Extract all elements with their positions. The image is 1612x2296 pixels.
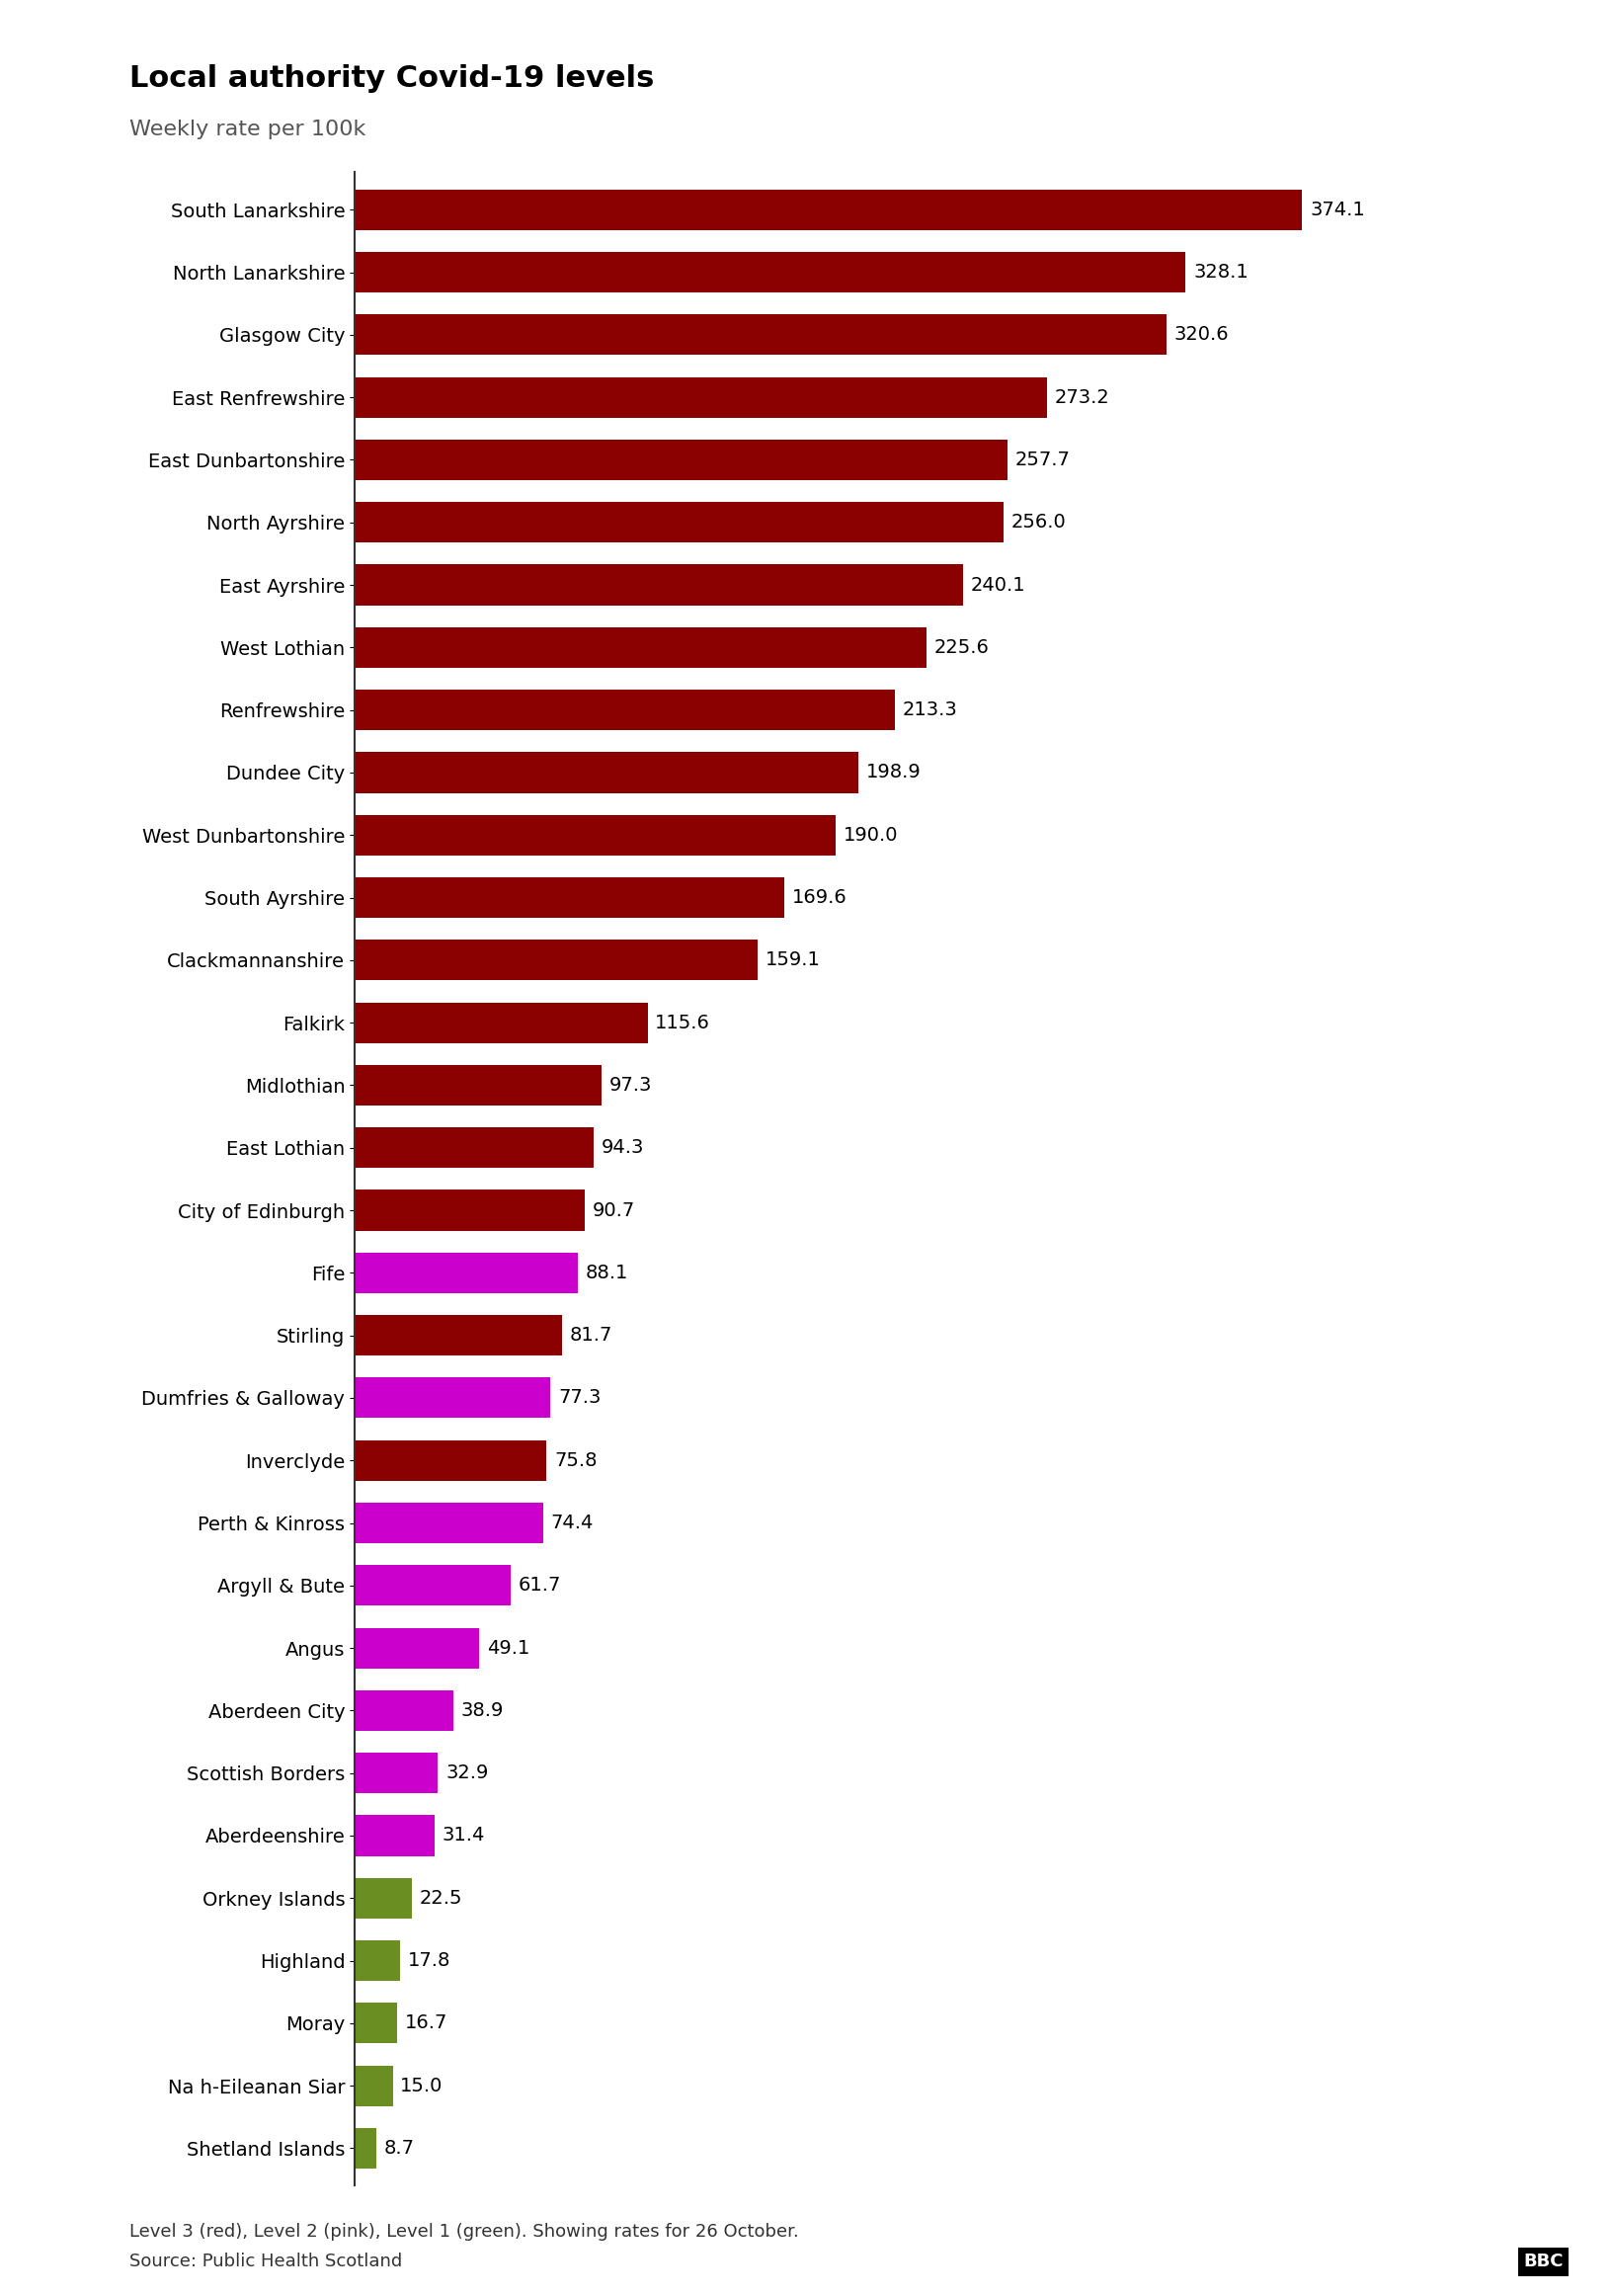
Text: 49.1: 49.1: [487, 1639, 529, 1658]
Text: 8.7: 8.7: [384, 2140, 414, 2158]
Bar: [355, 253, 1186, 292]
Bar: [355, 1940, 400, 1981]
Bar: [355, 439, 1008, 480]
Bar: [355, 1003, 648, 1042]
Text: 273.2: 273.2: [1054, 388, 1109, 406]
Text: Level 3 (red), Level 2 (pink), Level 1 (green). Showing rates for 26 October.: Level 3 (red), Level 2 (pink), Level 1 (…: [129, 2223, 798, 2241]
Bar: [355, 939, 758, 980]
Bar: [355, 1628, 479, 1669]
Text: Local authority Covid-19 levels: Local authority Covid-19 levels: [129, 64, 654, 92]
Text: 90.7: 90.7: [592, 1201, 635, 1219]
Text: 115.6: 115.6: [654, 1013, 711, 1031]
Text: 240.1: 240.1: [970, 576, 1025, 595]
Text: Weekly rate per 100k: Weekly rate per 100k: [129, 119, 366, 140]
Bar: [355, 1690, 453, 1731]
Bar: [355, 627, 927, 668]
Text: 77.3: 77.3: [558, 1389, 601, 1407]
Bar: [355, 1440, 546, 1481]
Text: 17.8: 17.8: [408, 1952, 450, 1970]
Text: BBC: BBC: [1523, 2252, 1564, 2271]
Bar: [355, 1816, 434, 1855]
Text: 198.9: 198.9: [866, 762, 920, 783]
Text: 38.9: 38.9: [461, 1701, 503, 1720]
Bar: [355, 2002, 397, 2043]
Text: 225.6: 225.6: [933, 638, 988, 657]
Bar: [355, 1254, 577, 1293]
Bar: [355, 1566, 511, 1605]
Text: 22.5: 22.5: [419, 1890, 463, 1908]
Text: 328.1: 328.1: [1193, 262, 1248, 282]
Text: 81.7: 81.7: [569, 1327, 613, 1345]
Bar: [355, 689, 895, 730]
Text: 15.0: 15.0: [400, 2076, 443, 2096]
Bar: [355, 188, 1302, 230]
Bar: [355, 1878, 411, 1919]
Text: 32.9: 32.9: [445, 1763, 488, 1782]
Bar: [355, 1189, 585, 1231]
Text: 97.3: 97.3: [609, 1077, 651, 1095]
Text: 75.8: 75.8: [555, 1451, 596, 1469]
Text: 31.4: 31.4: [442, 1825, 485, 1846]
Bar: [355, 1065, 601, 1104]
Text: 61.7: 61.7: [519, 1575, 561, 1596]
Bar: [355, 815, 837, 856]
Text: 213.3: 213.3: [903, 700, 958, 719]
Bar: [355, 2066, 393, 2105]
Bar: [355, 1316, 561, 1355]
Bar: [355, 377, 1046, 418]
Text: 320.6: 320.6: [1175, 326, 1230, 344]
Text: 374.1: 374.1: [1311, 200, 1365, 218]
Bar: [355, 503, 1003, 542]
Bar: [355, 1502, 543, 1543]
Bar: [355, 565, 962, 606]
Text: 256.0: 256.0: [1011, 512, 1066, 533]
Bar: [355, 753, 859, 792]
Text: Source: Public Health Scotland: Source: Public Health Scotland: [129, 2252, 401, 2271]
Text: 94.3: 94.3: [601, 1139, 643, 1157]
Bar: [355, 877, 785, 918]
Bar: [355, 1378, 550, 1419]
Text: 74.4: 74.4: [551, 1513, 593, 1531]
Bar: [355, 1752, 438, 1793]
Text: 88.1: 88.1: [585, 1263, 629, 1281]
Bar: [355, 2128, 377, 2170]
Text: 257.7: 257.7: [1016, 450, 1070, 468]
Text: 159.1: 159.1: [766, 951, 821, 969]
Text: 169.6: 169.6: [791, 889, 846, 907]
Bar: [355, 1127, 593, 1169]
Text: 16.7: 16.7: [405, 2014, 448, 2032]
Text: 190.0: 190.0: [843, 827, 898, 845]
Bar: [355, 315, 1167, 356]
